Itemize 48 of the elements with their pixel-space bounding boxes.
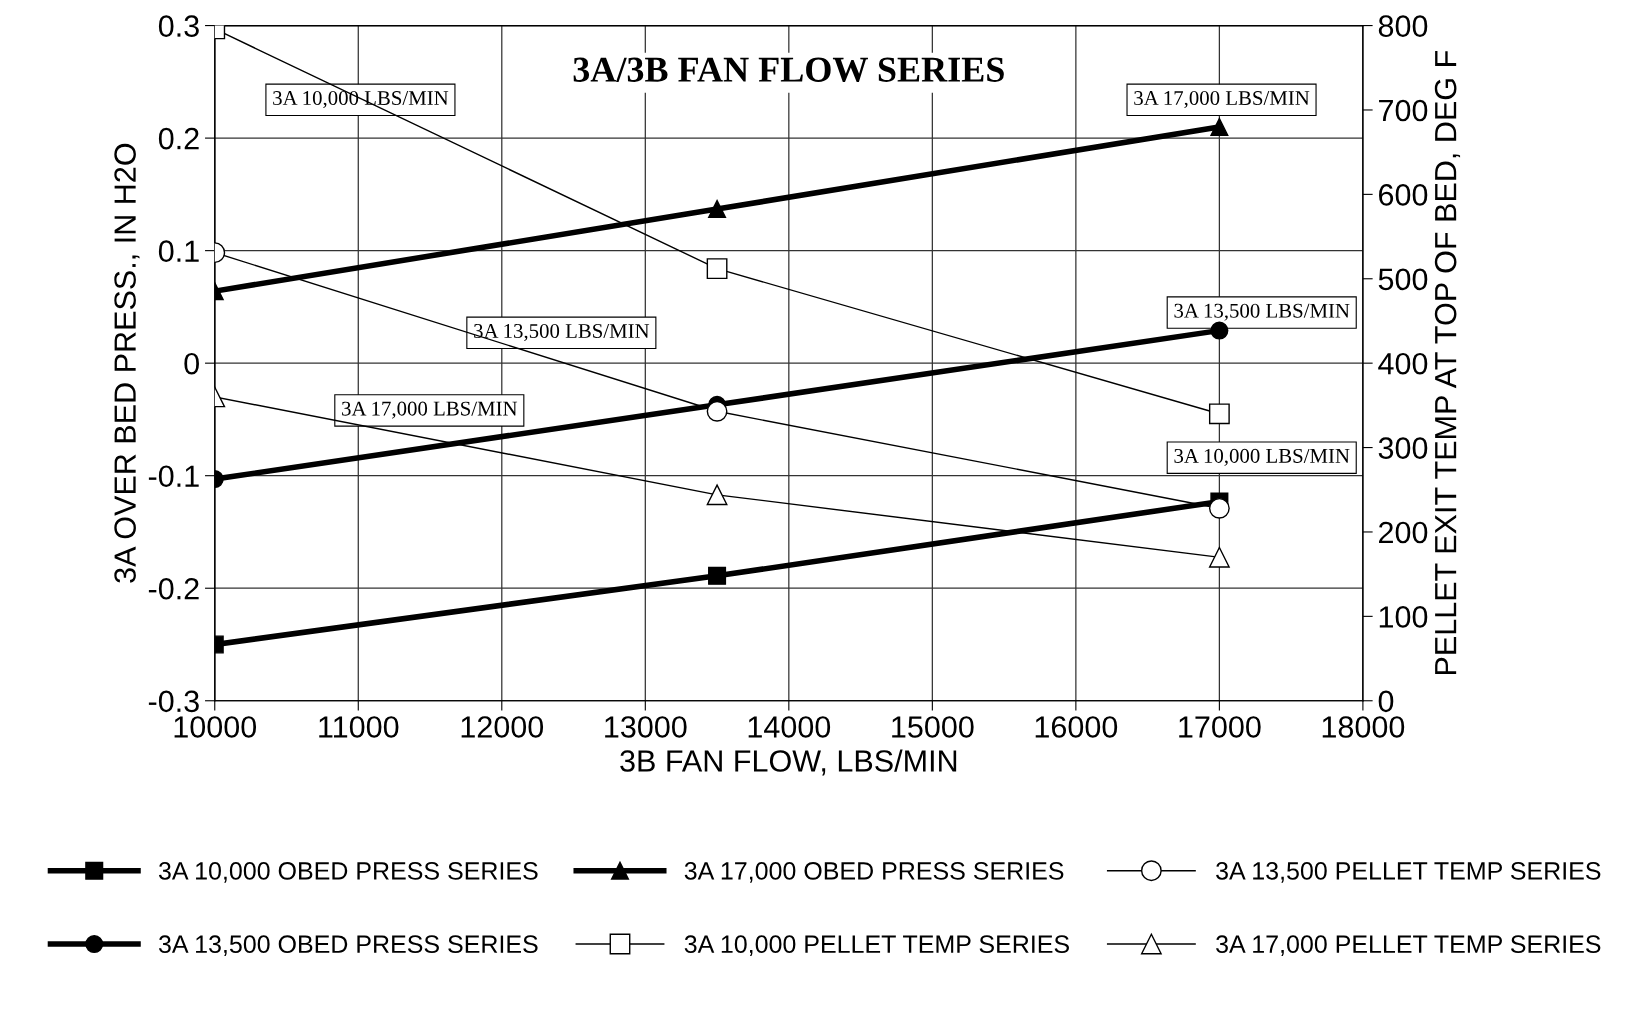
- x-tick-label: 12000: [461, 716, 544, 738]
- point: [1208, 403, 1230, 425]
- legend-label: 3A 10,000 PELLET TEMP SERIES: [684, 935, 1069, 956]
- x-tick-label: 13000: [605, 716, 687, 738]
- x-tick-label: 10000: [174, 716, 257, 738]
- y2-tick-label: 100: [1379, 606, 1428, 628]
- y-tick-label: -0.2: [148, 577, 199, 600]
- point: [1210, 117, 1229, 136]
- point: [1208, 497, 1230, 519]
- y2-axis-title: PELLET EXIT TEMP AT TOP OF BED, DEG F: [1434, 51, 1461, 675]
- y2-tick-label: 200: [1379, 521, 1428, 544]
- x-tick-label: 17000: [1179, 716, 1261, 738]
- y2-tick-label: 800: [1378, 15, 1428, 37]
- legend-label: 3A 13,500 PELLET TEMP SERIES: [1216, 862, 1601, 883]
- point: [708, 199, 727, 219]
- legend-label: 3A 17,000 OBED PRESS SERIES: [684, 862, 1064, 883]
- annotation: 3A 13,500 LBS/MIN: [1174, 303, 1350, 321]
- text: 3A/3B FAN FLOW SERIES: [573, 57, 1004, 83]
- y-tick-label: 0.2: [158, 127, 199, 150]
- y2-tick-label: 600: [1379, 184, 1428, 206]
- y-tick-label: 0: [184, 352, 199, 375]
- y2-tick-label: 700: [1379, 99, 1428, 122]
- point: [708, 566, 727, 585]
- y2-tick-label: 0: [1378, 690, 1394, 713]
- legend-label: 3A 13,500 OBED PRESS SERIES: [158, 935, 538, 956]
- y2-tick-label: 500: [1378, 268, 1428, 291]
- x-tick-label: 16000: [1035, 716, 1118, 738]
- legend-label: 3A 10,000 OBED PRESS SERIES: [158, 862, 538, 883]
- y2-tick-label: 300: [1378, 437, 1428, 459]
- annotation: 3A 10,000 LBS/MIN: [273, 91, 449, 109]
- annotation: 3A 13,500 LBS/MIN: [474, 323, 650, 341]
- y-tick-label: -0.3: [148, 690, 199, 713]
- x-tick-label: 18000: [1322, 716, 1405, 738]
- y-tick-label: -0.1: [148, 465, 199, 488]
- x-axis-title: 3B FAN FLOW, LBS/MIN: [620, 749, 957, 776]
- annotation: 3A 10,000 LBS/MIN: [1174, 448, 1350, 466]
- point: [1210, 321, 1229, 340]
- x-tick-label: 14000: [748, 716, 831, 738]
- annotation: 3A 17,000 LBS/MIN: [1134, 91, 1310, 109]
- x-tick-label: 15000: [892, 716, 974, 738]
- y-tick-label: 0.1: [158, 240, 199, 263]
- y-tick-label: 0.3: [158, 15, 199, 37]
- point: [1208, 546, 1230, 568]
- legend-label: 3A 17,000 PELLET TEMP SERIES: [1216, 935, 1601, 956]
- y2-tick-label: 400: [1378, 352, 1428, 375]
- y-axis-title: 3A OVER BED PRESS., IN H2O: [114, 143, 140, 583]
- annotation: 3A 17,000 LBS/MIN: [342, 401, 518, 419]
- x-tick-label: 11000: [319, 716, 399, 738]
